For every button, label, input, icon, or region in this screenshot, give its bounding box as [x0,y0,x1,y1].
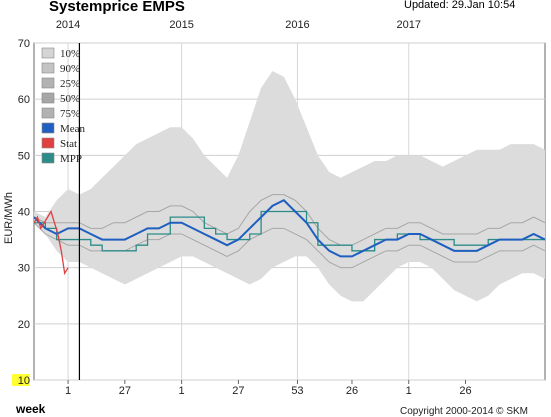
week-tick-label: 26 [346,385,358,397]
legend-label: Stat [60,138,77,150]
band-10-90 [34,71,545,302]
x-axis-year-ticks: 2014 2015 2016 2017 [56,19,421,31]
y-tick-label: 20 [18,319,30,331]
x-axis-week-ticks: 1 27 1 27 53 26 1 26 [65,380,472,397]
series-lines [33,194,546,276]
week-tick-label: 1 [406,385,412,397]
legend-swatch [41,77,55,89]
y-tick-label: 70 [18,38,30,50]
legend-label: Mean [60,123,86,135]
legend-swatch [41,107,55,119]
week-tick-label: 1 [179,385,185,397]
y-tick-label: 30 [18,263,30,275]
legend-label: 10% [60,48,80,60]
year-tick-label: 2017 [396,19,420,31]
series-line-mean [33,199,546,258]
legend-swatch [41,122,55,134]
copyright: Copyright 2000-2014 © SKM [400,406,528,417]
y-tick-label: 40 [18,207,30,219]
y-tick-label: 50 [18,150,30,162]
week-tick-label: 26 [459,385,471,397]
updated-timestamp: Updated: 29.Jan 10:54 [404,0,515,11]
week-tick-label: 53 [291,385,303,397]
legend-label: 90% [60,63,80,75]
week-tick-label: 1 [65,385,71,397]
legend-label: 50% [60,93,80,105]
legend-swatch [41,62,55,74]
legend-swatch [41,137,55,149]
legend-swatch [41,152,55,164]
y-tick-highlight [12,374,30,386]
legend-label: 25% [60,78,80,90]
y-tick-label: 60 [18,94,30,106]
percentile-band [34,71,545,302]
year-tick-label: 2015 [169,19,193,31]
week-tick-label: 27 [119,385,131,397]
legend-swatch [41,92,55,104]
year-tick-label: 2016 [285,19,309,31]
y-axis-label: EUR/MWh [3,192,15,244]
y-axis-ticks: 10 20 30 40 50 60 70 [12,38,30,387]
x-axis-label: week [15,402,46,416]
year-tick-label: 2014 [56,19,80,31]
y-tick-label: 10 [18,375,30,387]
legend-label: 75% [60,108,80,120]
legend-label: MPP [60,153,82,165]
chart-title: Systemprice EMPS [49,0,185,15]
series-line-stat [33,209,69,276]
week-tick-label: 27 [232,385,244,397]
series-line-75pct [33,194,546,246]
legend: 10% 90% 25% 50% 75% Mean Stat MPP [41,47,86,165]
legend-swatch [41,47,55,59]
